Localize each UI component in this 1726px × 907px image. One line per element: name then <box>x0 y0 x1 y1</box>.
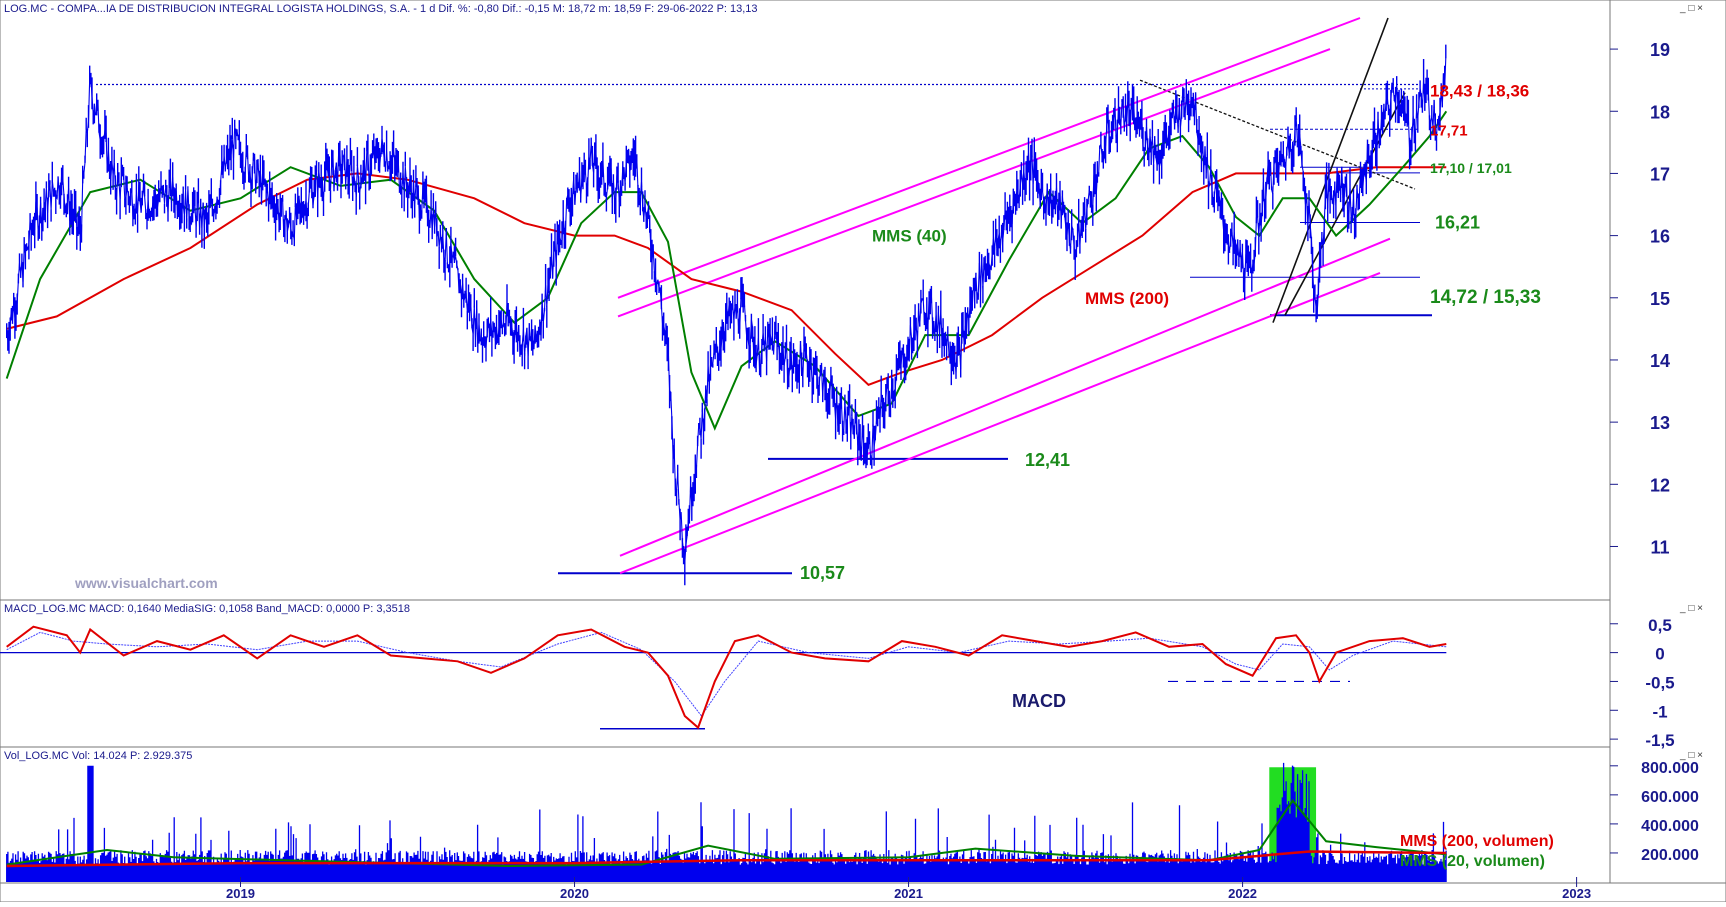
channel-upper-inner-line <box>617 48 1331 318</box>
volume-ytick-label: 600.000 <box>1641 789 1699 806</box>
xtick-label: 2023 <box>1562 886 1591 901</box>
steep-channel-upper <box>1272 17 1389 323</box>
macd-line <box>6 625 1447 730</box>
volume-ytick-label: 400.000 <box>1641 818 1699 835</box>
macd-ytick-label: -1,5 <box>1645 731 1674 750</box>
volume-window-buttons[interactable]: _ □ × <box>1679 750 1703 761</box>
xtick-label: 2019 <box>226 886 255 901</box>
macd-ytick-label: -0,5 <box>1645 673 1674 692</box>
channel-upper-line <box>617 17 1361 299</box>
volume-ytick-label: 800.000 <box>1641 760 1699 777</box>
price-ytick-label: 18 <box>1650 102 1670 122</box>
price-panel: 11 12 13 14 15 16 17 18 19 18,43 / 18,36 17,71 17,1… <box>5 17 1670 586</box>
price-annotation: 17,71 <box>1430 122 1468 139</box>
price-annotation: MMS (40) <box>872 227 947 246</box>
price-ytick-label: 11 <box>1650 537 1669 557</box>
xtick-label: 2021 <box>894 886 923 901</box>
main-window-buttons[interactable]: _ □ × <box>1679 3 1703 14</box>
xtick-label: 2020 <box>560 886 589 901</box>
macd-panel-caption: MACD_LOG.MC MACD: 0,1640 MediaSIG: 0,105… <box>4 603 410 615</box>
macd-panel-frame <box>0 599 1611 748</box>
xtick-label: 2022 <box>1228 886 1257 901</box>
price-annotation: 17,10 / 17,01 <box>1430 160 1512 176</box>
price-ytick-label: 15 <box>1650 289 1670 309</box>
price-annotation: MMS (200) <box>1085 289 1169 308</box>
price-annotation: 10,57 <box>800 563 845 583</box>
price-annotation: 14,72 / 15,33 <box>1430 287 1541 308</box>
watermark: www.visualchart.com <box>74 575 218 591</box>
price-ytick-label: 17 <box>1650 164 1670 184</box>
macd-ytick-label: 0,5 <box>1648 616 1672 635</box>
channel-lower-inner-line <box>619 271 1381 575</box>
volume-panel: 800.000 600.000 400.000 200.000 MMS (200, vo… <box>6 760 1699 882</box>
main-panel-frame <box>0 0 1611 601</box>
price-annotation: 18,43 / 18,36 <box>1430 82 1529 101</box>
price-ytick-label: 13 <box>1650 413 1670 433</box>
price-ytick-label: 16 <box>1650 227 1670 247</box>
volume-mms200-line <box>6 850 1447 868</box>
volume-ytick-label: 200.000 <box>1641 847 1699 864</box>
price-annotation: 16,21 <box>1435 213 1480 233</box>
steep-channel-lower <box>1284 92 1406 316</box>
macd-ytick-label: 0 <box>1655 645 1664 664</box>
main-panel-caption: LOG.MC - COMPA...IA DE DISTRIBUCION INTE… <box>4 3 758 15</box>
volume-panel-caption: Vol_LOG.MC Vol: 14.024 P: 2.929.375 <box>4 750 192 762</box>
x-axis: 2019 2020 2021 2022 2023 <box>226 877 1591 901</box>
volume-annotation: MMS (200, volumen) <box>1400 833 1554 850</box>
price-ytick-label: 19 <box>1650 40 1670 60</box>
price-ytick-label: 14 <box>1650 351 1670 371</box>
macd-window-buttons[interactable]: _ □ × <box>1679 603 1703 614</box>
macd-ytick-label: -1 <box>1652 702 1667 721</box>
price-annotation: 12,41 <box>1025 450 1070 470</box>
mms200-line <box>6 166 1447 386</box>
price-line <box>6 57 1447 564</box>
yaxis-strip <box>1609 0 1726 884</box>
price-ytick-label: 12 <box>1650 475 1670 495</box>
xaxis-strip <box>0 882 1726 903</box>
channel-lower-line <box>619 237 1391 557</box>
macd-panel: 0,5 0 -0,5 -1 -1,5 MACD <box>0 616 1675 750</box>
macd-annotation: MACD <box>1012 691 1066 711</box>
volume-bars <box>6 762 1447 882</box>
volume-annotation: MMS (20, volumen) <box>1400 853 1545 870</box>
volume-mms20-line <box>6 799 1447 868</box>
macd-signal-line <box>6 631 1447 717</box>
